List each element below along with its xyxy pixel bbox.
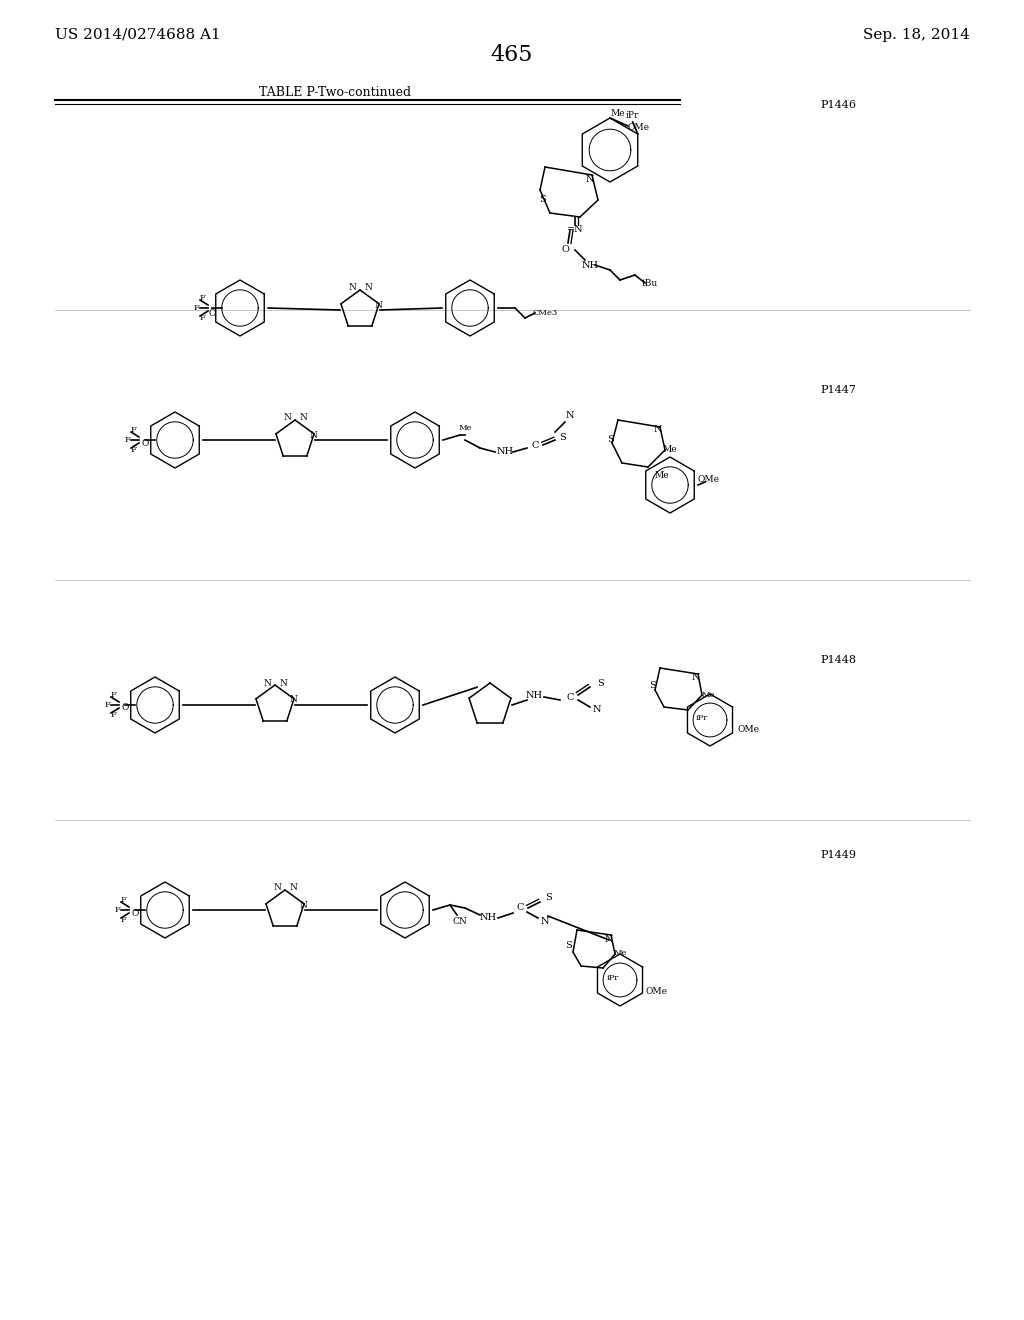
Text: N: N xyxy=(586,176,594,185)
Text: Me: Me xyxy=(663,446,677,454)
Text: OMe: OMe xyxy=(737,726,759,734)
Text: S: S xyxy=(545,894,551,903)
Text: CN: CN xyxy=(453,917,467,927)
Text: N: N xyxy=(273,883,281,892)
Text: F: F xyxy=(124,436,130,444)
Text: NH: NH xyxy=(582,260,599,269)
Text: P1449: P1449 xyxy=(820,850,856,861)
Text: CMe3: CMe3 xyxy=(532,309,558,317)
Text: TABLE P-Two-continued: TABLE P-Two-continued xyxy=(259,86,411,99)
Text: S: S xyxy=(597,678,603,688)
Text: OMe: OMe xyxy=(645,987,667,997)
Text: F: F xyxy=(120,896,126,904)
Text: F: F xyxy=(194,304,199,312)
Text: NH: NH xyxy=(525,690,543,700)
Text: Me: Me xyxy=(613,949,627,957)
Text: N: N xyxy=(593,705,601,714)
Text: iPr: iPr xyxy=(626,111,639,120)
Text: 465: 465 xyxy=(490,44,534,66)
Text: NH: NH xyxy=(479,913,497,923)
Text: =N: =N xyxy=(566,226,584,235)
Text: N: N xyxy=(299,900,307,909)
Text: O: O xyxy=(131,908,138,917)
Text: N: N xyxy=(348,284,356,293)
Text: S: S xyxy=(539,195,546,205)
Text: N: N xyxy=(605,935,613,944)
Text: C: C xyxy=(566,693,573,701)
Text: S: S xyxy=(560,433,566,441)
Text: N: N xyxy=(289,696,297,705)
Text: O: O xyxy=(208,309,216,318)
Text: iPr: iPr xyxy=(607,974,620,982)
Text: US 2014/0274688 A1: US 2014/0274688 A1 xyxy=(55,28,221,42)
Text: Me: Me xyxy=(701,690,715,700)
Text: tBu: tBu xyxy=(642,279,658,288)
Text: Me: Me xyxy=(610,108,626,117)
Text: F: F xyxy=(130,426,136,434)
Text: N: N xyxy=(309,430,317,440)
Text: P1448: P1448 xyxy=(820,655,856,665)
Text: P1447: P1447 xyxy=(820,385,856,395)
Text: N: N xyxy=(289,883,297,892)
Text: O: O xyxy=(561,246,569,255)
Text: OMe: OMe xyxy=(627,124,649,132)
Text: F: F xyxy=(110,690,116,700)
Text: OMe: OMe xyxy=(697,475,719,484)
Text: S: S xyxy=(565,941,572,950)
Text: N: N xyxy=(299,413,307,422)
Text: P1446: P1446 xyxy=(820,100,856,110)
Text: N: N xyxy=(565,411,574,420)
Text: N: N xyxy=(280,678,287,688)
Text: iPr: iPr xyxy=(696,714,709,722)
Text: F: F xyxy=(104,701,110,709)
Text: S: S xyxy=(606,436,613,445)
Text: N: N xyxy=(263,678,271,688)
Text: N: N xyxy=(541,917,549,927)
Text: Me: Me xyxy=(459,424,472,432)
Text: Me: Me xyxy=(654,470,670,479)
Text: F: F xyxy=(120,916,126,924)
Text: N: N xyxy=(653,425,663,434)
Text: C: C xyxy=(531,441,539,450)
Text: S: S xyxy=(648,681,655,689)
Text: F: F xyxy=(199,294,205,302)
Text: F: F xyxy=(110,711,116,719)
Text: F: F xyxy=(199,314,205,322)
Text: Sep. 18, 2014: Sep. 18, 2014 xyxy=(863,28,970,42)
Text: F: F xyxy=(130,446,136,454)
Text: N: N xyxy=(283,413,291,422)
Text: NH: NH xyxy=(497,447,514,457)
Text: C: C xyxy=(516,903,523,912)
Text: F: F xyxy=(114,906,120,913)
Text: N: N xyxy=(692,673,700,682)
Text: O: O xyxy=(121,704,129,713)
Text: N: N xyxy=(365,284,372,293)
Text: O: O xyxy=(141,438,148,447)
Text: N: N xyxy=(374,301,382,309)
